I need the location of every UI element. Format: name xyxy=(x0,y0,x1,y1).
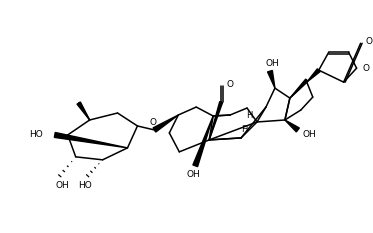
Text: HO: HO xyxy=(78,181,91,190)
Text: OH: OH xyxy=(265,59,279,68)
Text: O: O xyxy=(226,80,233,89)
Polygon shape xyxy=(193,116,213,167)
Text: H: H xyxy=(246,110,252,120)
Text: O: O xyxy=(366,37,373,46)
Text: OH: OH xyxy=(56,181,70,190)
Polygon shape xyxy=(209,102,223,140)
Text: O: O xyxy=(363,64,370,73)
Polygon shape xyxy=(285,120,300,132)
Text: HO: HO xyxy=(29,130,43,139)
Polygon shape xyxy=(77,102,90,120)
Text: OH: OH xyxy=(186,170,200,179)
Text: H̅: H̅ xyxy=(241,125,247,134)
Polygon shape xyxy=(267,70,275,88)
Text: OH: OH xyxy=(303,130,317,139)
Polygon shape xyxy=(54,133,128,148)
Polygon shape xyxy=(290,79,308,98)
Text: O: O xyxy=(150,118,157,127)
Polygon shape xyxy=(153,115,178,132)
Polygon shape xyxy=(307,69,320,82)
